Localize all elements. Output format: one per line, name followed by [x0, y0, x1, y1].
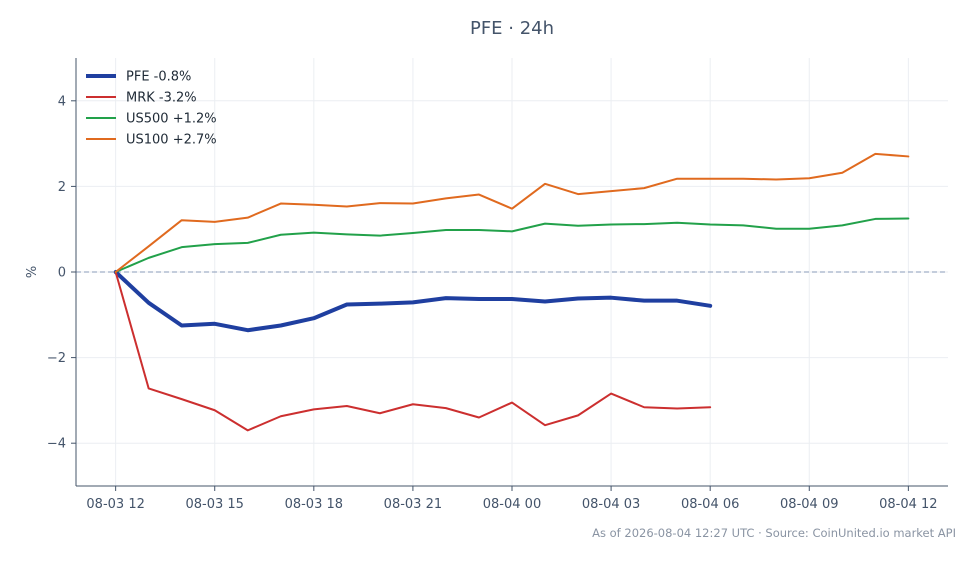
legend: PFE -0.8% MRK -3.2% US500 +1.2% US100 +2.7%	[86, 70, 217, 148]
x-tick-label: 08-04 09	[780, 497, 838, 512]
x-tick-label: 08-04 00	[483, 497, 541, 512]
grid	[76, 58, 948, 486]
x-tick-label: 08-03 15	[186, 497, 244, 512]
axes: −4 −2 0 2 4 08-03 12 08-03 15 08-03 18 08-03 21 0…	[25, 58, 948, 512]
series-line-1	[114, 271, 712, 432]
series-line-0	[113, 270, 713, 333]
y-tick-label: 2	[58, 180, 66, 195]
legend-label: US500 +1.2%	[126, 112, 217, 127]
y-tick-label: −4	[47, 437, 66, 452]
x-tick-label: 08-03 18	[285, 497, 343, 512]
y-tick-label: −2	[47, 351, 66, 366]
y-tick-label: 0	[58, 266, 66, 281]
chart-title: PFE · 24h	[469, 18, 555, 39]
x-tick-label: 08-04 06	[681, 497, 739, 512]
y-axis-label: %	[25, 266, 40, 278]
x-tick-label: 08-04 03	[582, 497, 640, 512]
series-lines	[113, 152, 910, 432]
series-line-3	[114, 152, 910, 273]
source-footer: As of 2026-08-04 12:27 UTC · Source: Coi…	[592, 526, 956, 540]
y-tick-label: 4	[58, 94, 66, 109]
x-tick-label: 08-04 12	[879, 497, 937, 512]
legend-label: PFE -0.8%	[126, 70, 191, 85]
series-line-2	[114, 217, 910, 273]
x-tick-label: 08-03 21	[384, 497, 442, 512]
legend-label: US100 +2.7%	[126, 133, 217, 148]
x-tick-label: 08-03 12	[86, 497, 144, 512]
legend-label: MRK -3.2%	[126, 91, 197, 106]
